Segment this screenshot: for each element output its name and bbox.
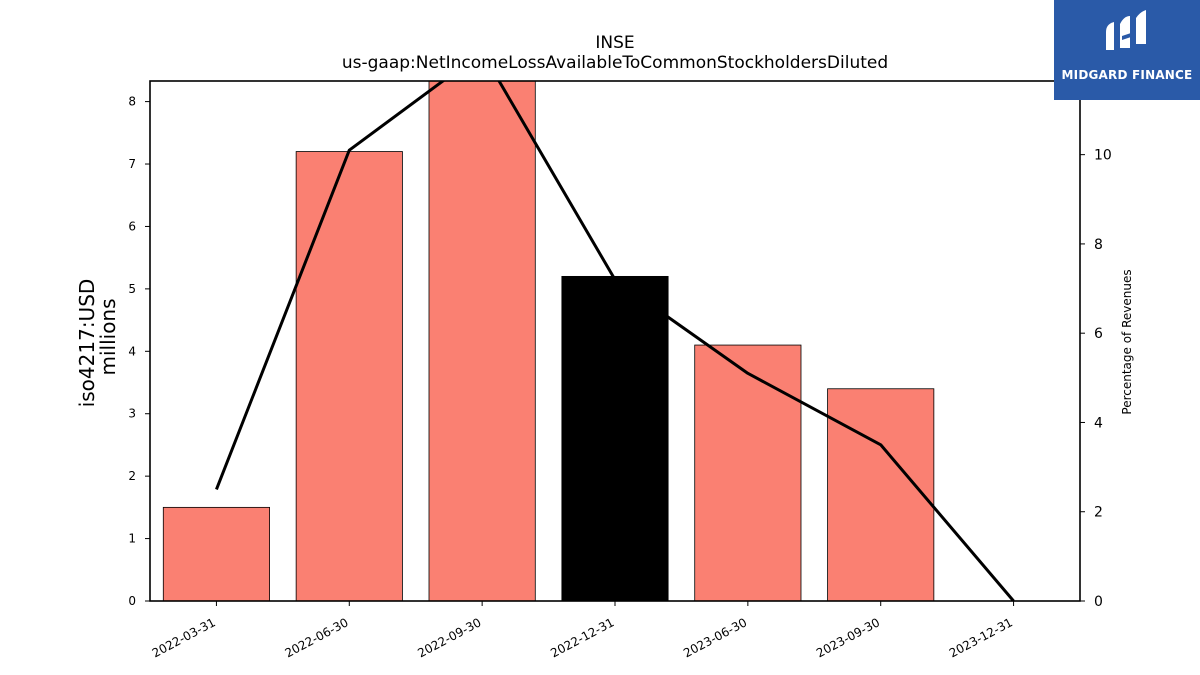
bar <box>428 80 536 602</box>
bar <box>694 344 802 602</box>
y-axis-label-line1: iso4217:USD <box>75 279 99 408</box>
y2-tick-label: 10 <box>1094 148 1112 164</box>
y-tick-label: 8 <box>128 95 136 109</box>
x-tick-label: 2023-06-30 <box>681 615 749 660</box>
bar <box>561 275 669 602</box>
y-tick-label: 4 <box>128 344 136 358</box>
logo: MIDGARD FINANCE <box>1054 0 1200 100</box>
y2-tick-label: 2 <box>1094 505 1103 521</box>
x-tick-label: 2022-06-30 <box>283 615 351 660</box>
x-tick-label: 2022-12-31 <box>548 615 616 660</box>
bar <box>827 388 935 602</box>
y2-tick-label: 8 <box>1094 237 1103 253</box>
logo-mark-icon <box>1106 10 1146 50</box>
y2-tick-label: 0 <box>1094 594 1103 610</box>
y-axis-label-line2: millions <box>96 298 120 375</box>
y-tick-label: 1 <box>128 532 136 546</box>
chart-title: INSE <box>595 33 634 53</box>
x-tick-label: 2022-09-30 <box>415 615 483 660</box>
y-tick-label: 0 <box>128 594 136 608</box>
y-tick-label: 7 <box>128 157 136 171</box>
y-tick-label: 5 <box>128 282 136 296</box>
bar <box>295 151 403 602</box>
series-line <box>215 81 1015 601</box>
y-tick-label: 6 <box>128 219 136 233</box>
x-tick-label: 2023-12-31 <box>947 615 1015 660</box>
chart-subtitle: us-gaap:NetIncomeLossAvailableToCommonSt… <box>342 53 888 73</box>
y-tick-label: 2 <box>128 469 136 483</box>
y-tick-label: 3 <box>128 407 136 421</box>
y2-tick-label: 4 <box>1094 415 1103 431</box>
x-tick-label: 2023-09-30 <box>814 615 882 660</box>
y2-tick-label: 6 <box>1094 326 1103 342</box>
logo-text: MIDGARD FINANCE <box>1061 68 1193 82</box>
x-tick-label: 2022-03-31 <box>150 615 218 660</box>
y2-axis-label: Percentage of Revenues <box>1120 269 1134 414</box>
bar <box>162 506 270 602</box>
